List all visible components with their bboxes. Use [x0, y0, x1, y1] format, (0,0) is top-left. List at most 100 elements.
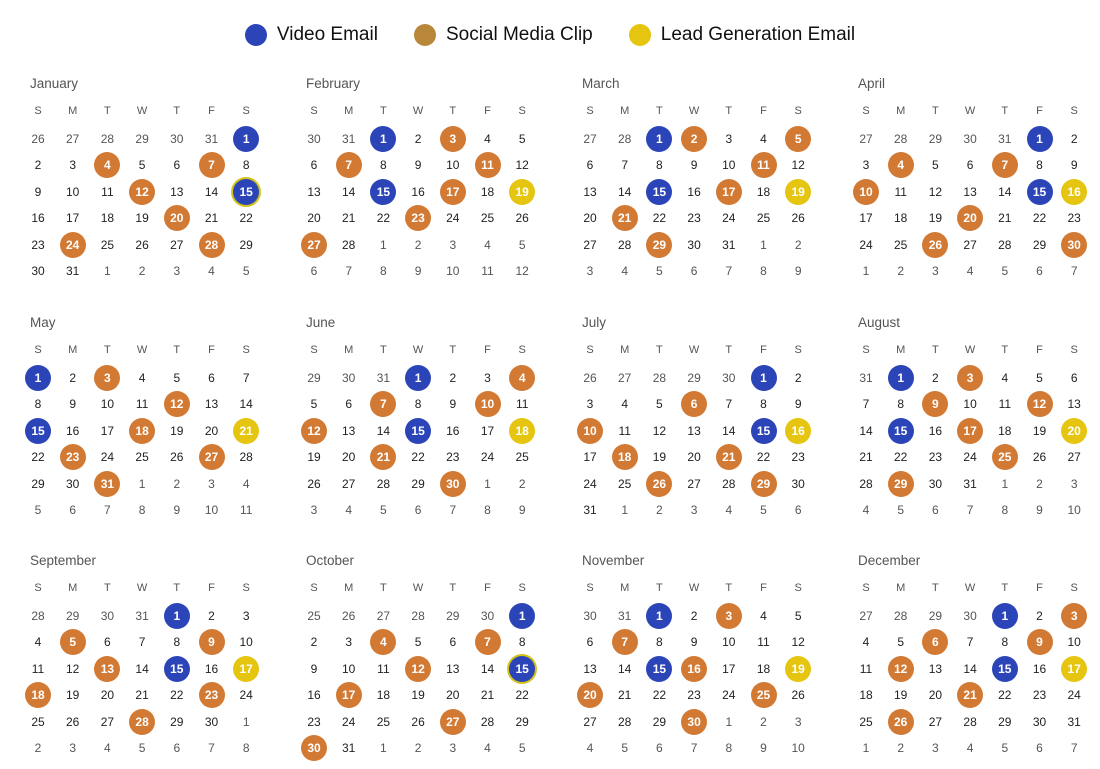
- calendar-day[interactable]: 29: [515, 714, 529, 729]
- calendar-day[interactable]: 8: [34, 397, 42, 412]
- calendar-day-outside-month[interactable]: 31: [998, 132, 1012, 146]
- calendar-day-outside-month[interactable]: 3: [69, 741, 77, 755]
- calendar-day[interactable]: 4: [621, 397, 629, 412]
- calendar-day[interactable]: 4: [760, 609, 767, 623]
- calendar-day[interactable]: 14: [963, 661, 977, 676]
- calendar-day[interactable]: 22: [756, 450, 771, 465]
- calendar-day-social-media-clip[interactable]: 30: [1061, 231, 1088, 258]
- calendar-day[interactable]: 14: [239, 397, 253, 412]
- calendar-day[interactable]: 5: [794, 609, 802, 623]
- calendar-day[interactable]: 19: [652, 450, 667, 465]
- calendar-day[interactable]: 10: [722, 635, 736, 650]
- calendar-day[interactable]: 20: [687, 450, 701, 465]
- calendar-day[interactable]: 23: [687, 211, 701, 226]
- calendar-day-outside-month[interactable]: 4: [621, 264, 629, 278]
- calendar-day[interactable]: 23: [31, 237, 45, 252]
- calendar-day[interactable]: 24: [446, 211, 460, 226]
- calendar-day[interactable]: 26: [411, 714, 425, 729]
- calendar-day[interactable]: 11: [859, 661, 873, 676]
- calendar-day[interactable]: 14: [618, 661, 632, 676]
- calendar-day[interactable]: 22: [894, 450, 908, 465]
- calendar-day[interactable]: 8: [1036, 158, 1043, 173]
- calendar-day-outside-month[interactable]: 5: [621, 741, 629, 755]
- calendar-day[interactable]: 28: [963, 714, 977, 729]
- calendar-day[interactable]: 6: [173, 158, 181, 173]
- calendar-day[interactable]: 23: [928, 450, 943, 465]
- calendar-day[interactable]: 22: [411, 450, 425, 465]
- calendar-day[interactable]: 19: [135, 211, 149, 226]
- calendar-day-outside-month[interactable]: 5: [1001, 264, 1009, 278]
- calendar-day[interactable]: 6: [1070, 371, 1078, 385]
- calendar-day[interactable]: 28: [618, 714, 632, 729]
- calendar-day-social-media-clip[interactable]: 23: [405, 205, 432, 232]
- calendar-day-outside-month[interactable]: 9: [173, 503, 181, 517]
- calendar-day[interactable]: 25: [859, 714, 873, 729]
- calendar-day-lead-generation-email[interactable]: 18: [509, 417, 536, 444]
- calendar-day[interactable]: 2: [449, 371, 457, 385]
- calendar-day[interactable]: 8: [656, 635, 663, 650]
- calendar-day[interactable]: 13: [687, 423, 701, 438]
- calendar-day[interactable]: 26: [135, 237, 149, 252]
- calendar-day[interactable]: 5: [173, 371, 181, 385]
- calendar-day[interactable]: 25: [31, 714, 45, 729]
- calendar-day-social-media-clip[interactable]: 5: [785, 126, 812, 152]
- calendar-day[interactable]: 24: [342, 714, 356, 729]
- calendar-day[interactable]: 18: [756, 661, 771, 676]
- calendar-day-video-email[interactable]: 1: [750, 365, 777, 391]
- calendar-day[interactable]: 11: [377, 661, 390, 676]
- calendar-day-outside-month[interactable]: 27: [618, 371, 632, 385]
- calendar-day-video-email[interactable]: 1: [887, 365, 914, 391]
- calendar-day-outside-month[interactable]: 2: [414, 741, 422, 755]
- calendar-day-outside-month[interactable]: 10: [791, 741, 805, 755]
- calendar-day[interactable]: 9: [690, 635, 698, 650]
- calendar-day[interactable]: 2: [69, 371, 77, 385]
- calendar-day[interactable]: 16: [66, 423, 80, 438]
- calendar-day[interactable]: 8: [1001, 635, 1009, 650]
- calendar-day-outside-month[interactable]: 28: [894, 132, 908, 146]
- calendar-day-social-media-clip[interactable]: 27: [301, 231, 327, 258]
- calendar-day[interactable]: 5: [310, 397, 318, 412]
- calendar-day[interactable]: 17: [100, 423, 115, 438]
- calendar-day-video-email[interactable]: 15: [991, 655, 1018, 682]
- calendar-day[interactable]: 29: [652, 714, 667, 729]
- calendar-day-outside-month[interactable]: 6: [932, 503, 939, 517]
- calendar-day-social-media-clip[interactable]: 13: [94, 655, 121, 682]
- calendar-day[interactable]: 9: [34, 184, 42, 199]
- calendar-day[interactable]: 24: [722, 688, 736, 703]
- calendar-day[interactable]: 18: [100, 211, 115, 226]
- calendar-day-social-media-clip[interactable]: 28: [198, 231, 225, 258]
- calendar-day[interactable]: 13: [583, 184, 597, 199]
- calendar-day-social-media-clip[interactable]: 17: [439, 178, 466, 205]
- calendar-day[interactable]: 30: [204, 714, 219, 729]
- calendar-day-outside-month[interactable]: 1: [380, 741, 387, 755]
- calendar-day[interactable]: 11: [31, 661, 45, 676]
- calendar-day[interactable]: 3: [69, 158, 77, 173]
- calendar-day-social-media-clip[interactable]: 9: [198, 629, 225, 656]
- calendar-day-social-media-clip[interactable]: 12: [1026, 391, 1053, 418]
- calendar-day[interactable]: 22: [998, 688, 1012, 703]
- calendar-day-outside-month[interactable]: 1: [242, 714, 250, 729]
- calendar-day-social-media-clip[interactable]: 12: [405, 655, 432, 682]
- calendar-day[interactable]: 16: [307, 688, 321, 703]
- calendar-day-outside-month[interactable]: 31: [859, 371, 873, 385]
- calendar-day-lead-generation-email[interactable]: 20: [1061, 417, 1088, 444]
- calendar-day[interactable]: 7: [138, 635, 146, 650]
- calendar-day[interactable]: 22: [239, 211, 253, 226]
- calendar-day-outside-month[interactable]: 27: [859, 132, 873, 146]
- calendar-day-outside-month[interactable]: 8: [138, 503, 146, 517]
- calendar-day[interactable]: 13: [928, 661, 943, 676]
- calendar-day-social-media-clip[interactable]: 18: [129, 417, 156, 444]
- calendar-day-outside-month[interactable]: 9: [794, 264, 802, 278]
- calendar-day-social-media-clip[interactable]: 25: [750, 682, 777, 709]
- calendar-day[interactable]: 28: [342, 237, 356, 252]
- calendar-day-outside-month[interactable]: 3: [932, 264, 939, 278]
- calendar-day-outside-month[interactable]: 30: [170, 132, 184, 146]
- calendar-day-outside-month[interactable]: 1: [1001, 476, 1009, 491]
- calendar-day-outside-month[interactable]: 12: [515, 264, 529, 278]
- calendar-day-outside-month[interactable]: 6: [656, 741, 663, 755]
- calendar-day[interactable]: 14: [376, 423, 391, 438]
- calendar-day[interactable]: 17: [722, 661, 736, 676]
- calendar-day-outside-month[interactable]: 28: [618, 132, 632, 146]
- calendar-day-lead-generation-email[interactable]: 16: [1061, 178, 1088, 205]
- calendar-day[interactable]: 7: [242, 371, 250, 385]
